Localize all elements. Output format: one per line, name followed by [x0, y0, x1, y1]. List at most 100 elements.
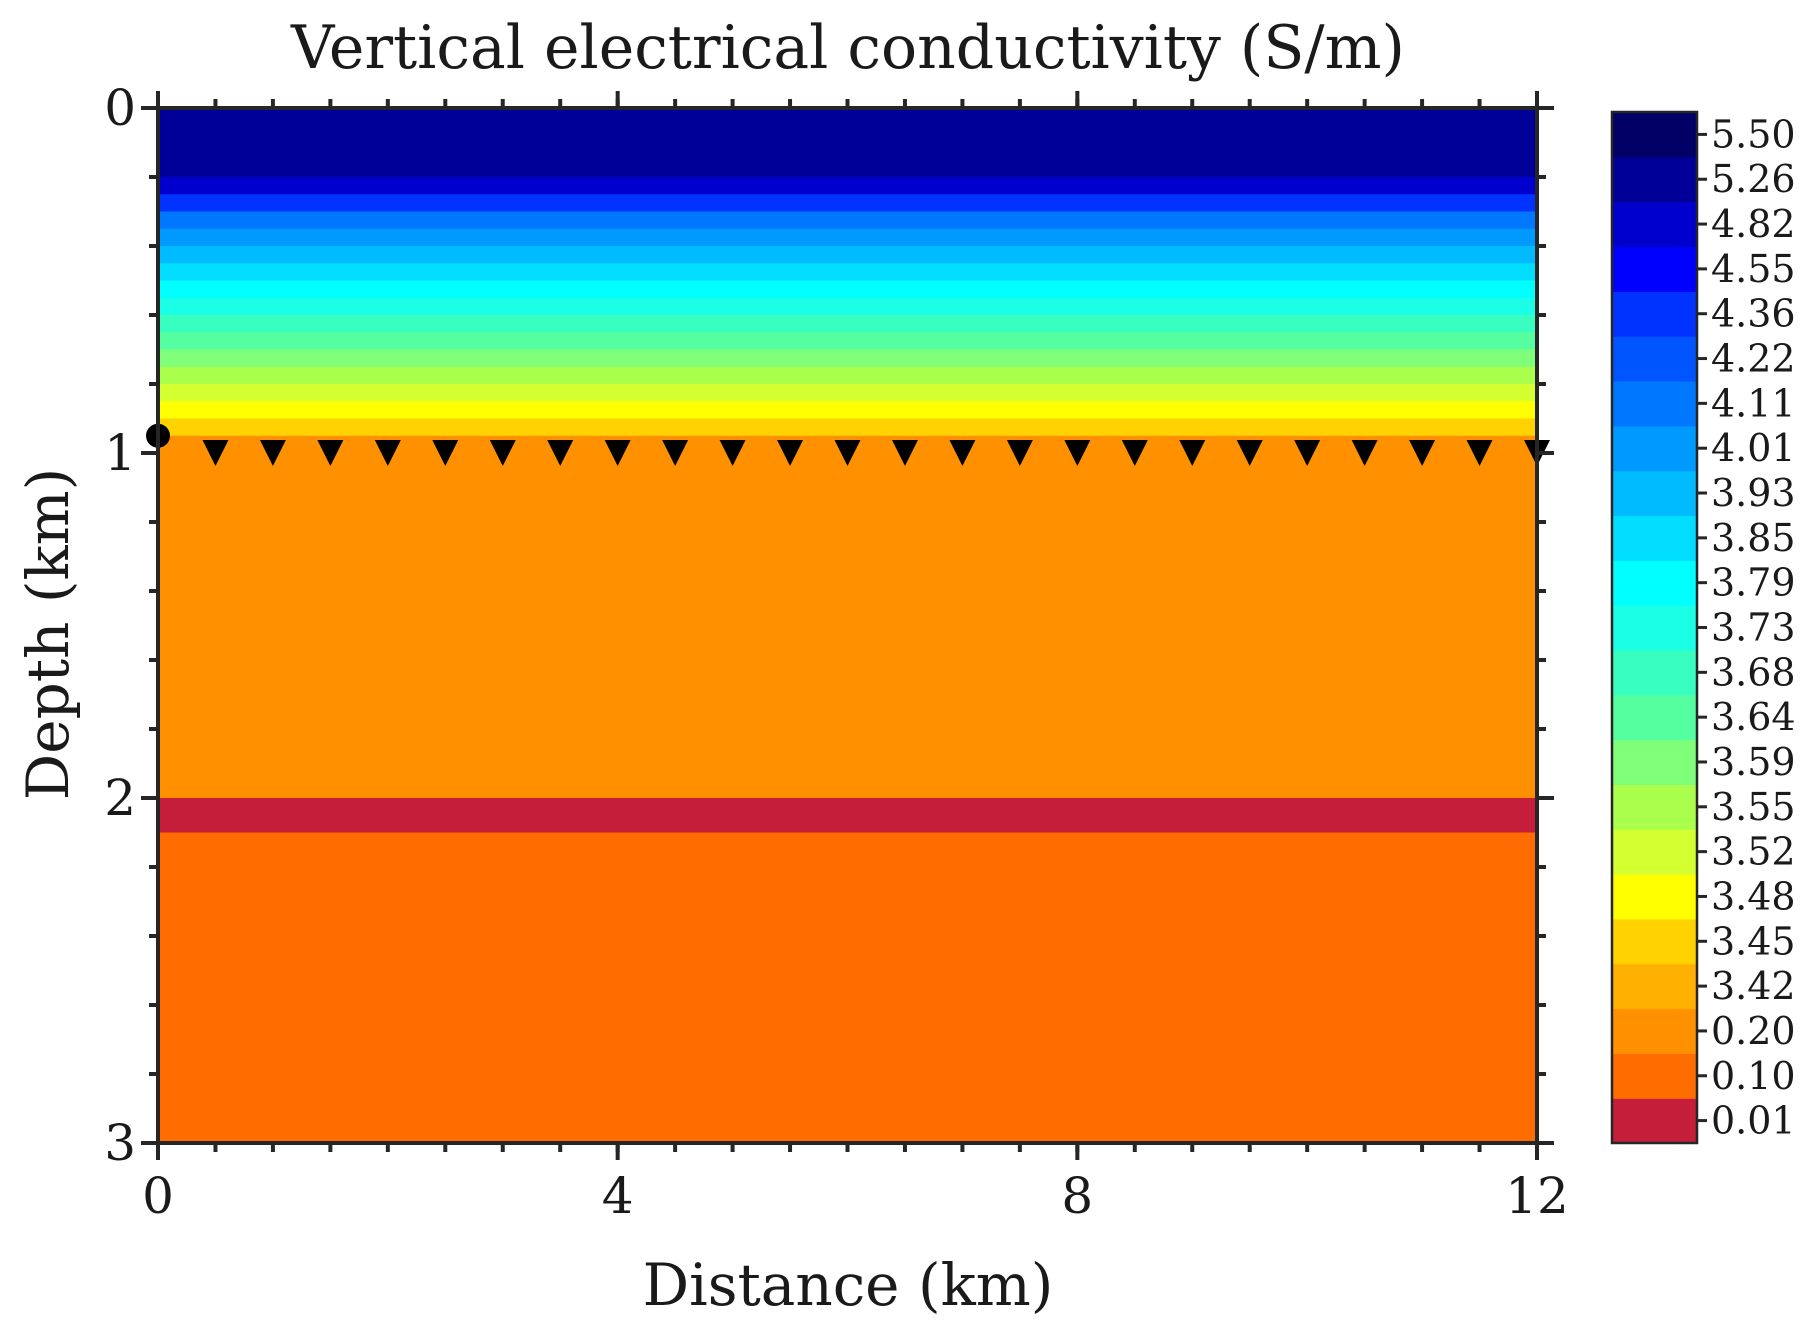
conductivity-band — [158, 315, 1537, 333]
colorbar-frame — [1610, 110, 1699, 1145]
conductivity-band — [158, 108, 1537, 178]
colorbar-swatch — [1612, 201, 1697, 248]
colorbar-label: 4.82 — [1711, 202, 1796, 246]
conductivity-band — [158, 194, 1537, 213]
x-axis-label: Distance (km) — [643, 1251, 1054, 1319]
y-tick-label: 1 — [104, 424, 136, 482]
colorbar-swatch — [1612, 515, 1697, 561]
receiver-marker — [662, 440, 689, 466]
receiver-marker — [834, 440, 861, 466]
receiver-marker — [1064, 440, 1091, 466]
receiver-marker — [259, 440, 286, 466]
receiver-marker — [1351, 440, 1378, 466]
x-tick-label: 0 — [142, 1167, 174, 1225]
colorbar-label: 4.36 — [1711, 292, 1796, 336]
survey-geometry — [146, 423, 1550, 466]
colorbar-label: 5.50 — [1711, 112, 1796, 156]
colorbar-swatch — [1612, 918, 1697, 965]
receiver-marker — [604, 440, 631, 466]
receiver-marker — [1121, 440, 1148, 466]
x-tick-label: 4 — [602, 1167, 634, 1225]
receiver-marker — [547, 440, 574, 466]
colorbar-label: 3.64 — [1711, 695, 1796, 739]
conductivity-band — [158, 177, 1537, 195]
conductivity-band — [158, 332, 1537, 351]
colorbar-swatch — [1612, 112, 1697, 158]
colorbar-swatch — [1612, 1008, 1697, 1054]
conductivity-band — [158, 366, 1537, 385]
y-axis-label: Depth (km) — [14, 468, 82, 800]
receiver-marker — [949, 440, 976, 466]
receiver-marker — [1236, 440, 1263, 466]
colorbar-swatch — [1612, 380, 1697, 427]
colorbar-label: 0.20 — [1711, 1009, 1796, 1053]
colorbar-swatch — [1612, 156, 1697, 203]
receiver-marker — [1179, 440, 1206, 466]
conductivity-band — [158, 401, 1537, 420]
colorbar-label: 3.42 — [1711, 964, 1796, 1008]
conductivity-band — [158, 349, 1537, 368]
colorbar-swatch — [1612, 694, 1697, 741]
conductivity-band — [158, 246, 1537, 264]
chart-title: Vertical electrical conductivity (S/m) — [290, 13, 1405, 83]
colorbar-swatch — [1612, 246, 1697, 292]
receiver-marker — [1409, 440, 1436, 466]
colorbar-swatch — [1612, 829, 1697, 875]
colorbar-label: 5.26 — [1711, 157, 1796, 201]
colorbar-swatch — [1612, 784, 1697, 830]
colorbar: 0.010.100.203.423.453.483.523.553.593.64… — [1610, 110, 1796, 1145]
colorbar-label: 3.68 — [1711, 650, 1796, 694]
colorbar-swatch — [1612, 1053, 1697, 1099]
conductivity-band — [158, 384, 1537, 402]
colorbar-label: 3.55 — [1711, 785, 1796, 829]
axis-ticks — [141, 91, 1554, 1160]
colorbar-label: 3.45 — [1711, 919, 1796, 963]
y-tick-label: 2 — [104, 769, 136, 827]
colorbar-swatch — [1612, 560, 1697, 606]
colorbar-swatch — [1612, 874, 1697, 920]
receiver-marker — [202, 440, 229, 466]
conductivity-band — [158, 297, 1537, 316]
colorbar-label: 3.85 — [1711, 516, 1796, 560]
receiver-marker — [374, 440, 401, 466]
y-tick-label: 0 — [104, 79, 136, 137]
conductivity-band — [158, 798, 1537, 834]
colorbar-swatch — [1612, 425, 1697, 472]
receiver-marker — [891, 440, 918, 466]
colorbar-swatch — [1612, 291, 1697, 337]
conductivity-band — [158, 228, 1537, 247]
colorbar-label: 3.73 — [1711, 606, 1796, 650]
y-tick-label: 3 — [104, 1114, 136, 1172]
conductivity-band — [158, 418, 1537, 437]
receiver-marker — [489, 440, 516, 466]
colorbar-label: 3.93 — [1711, 471, 1796, 515]
x-tick-label: 8 — [1061, 1167, 1093, 1225]
colorbar-label: 4.01 — [1711, 426, 1796, 470]
colorbar-label: 0.01 — [1711, 1099, 1796, 1143]
receiver-marker — [317, 440, 344, 466]
colorbar-label: 0.10 — [1711, 1054, 1796, 1098]
colorbar-label: 4.22 — [1711, 337, 1796, 381]
colorbar-swatch — [1612, 1098, 1697, 1144]
colorbar-swatch — [1612, 470, 1697, 517]
conductivity-band — [158, 832, 1537, 1144]
colorbar-label: 4.11 — [1711, 381, 1796, 425]
colorbar-swatch — [1612, 605, 1697, 651]
model-section — [158, 108, 1537, 1144]
colorbar-label: 3.59 — [1711, 740, 1796, 784]
colorbar-swatch — [1612, 963, 1697, 1010]
receiver-marker — [432, 440, 459, 466]
colorbar-label: 3.48 — [1711, 874, 1796, 918]
conductivity-band — [158, 211, 1537, 230]
receiver-marker — [777, 440, 804, 466]
conductivity-band — [158, 435, 1537, 799]
receiver-marker — [1466, 440, 1493, 466]
colorbar-label: 4.55 — [1711, 247, 1796, 291]
conductivity-band — [158, 263, 1537, 282]
conductivity-band — [158, 280, 1537, 299]
colorbar-swatch — [1612, 336, 1697, 382]
receiver-marker — [1006, 440, 1033, 466]
colorbar-swatch — [1612, 739, 1697, 785]
